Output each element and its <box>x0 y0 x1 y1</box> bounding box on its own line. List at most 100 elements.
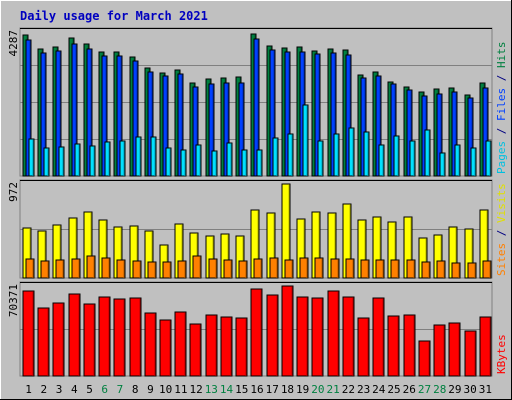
sites-bar-day-24 <box>375 259 385 279</box>
sites-bar-day-23 <box>360 259 370 279</box>
legend-item-separator: / <box>495 230 508 243</box>
legend-item-sites: Sites <box>495 243 508 276</box>
pages-bar-day-2 <box>43 147 50 177</box>
kbytes-bar-day-5 <box>83 303 96 377</box>
pages-bar-day-31 <box>485 140 492 177</box>
kbytes-bar-day-14 <box>220 316 233 377</box>
x-tick-label-day-1: 1 <box>25 383 32 396</box>
x-tick-label-day-28: 28 <box>433 383 446 396</box>
pages-bar-day-15 <box>241 149 248 177</box>
panel-middle-legend: Sites / Visits <box>495 183 508 276</box>
legend-item-visits: Visits <box>495 183 508 229</box>
pages-bar-day-14 <box>226 142 233 177</box>
pages-bar-day-9 <box>150 136 157 177</box>
x-tick-label-day-25: 25 <box>387 383 400 396</box>
pages-bar-day-24 <box>378 144 385 177</box>
x-tick-label-day-16: 16 <box>250 383 263 396</box>
x-tick-label-day-4: 4 <box>71 383 78 396</box>
kbytes-bar-day-26 <box>403 314 416 377</box>
pages-bar-day-30 <box>470 147 477 177</box>
x-tick-label-day-21: 21 <box>327 383 340 396</box>
panel-top-legend: Pages / Files / Hits <box>495 42 508 175</box>
panel-top: 4287 Pages / Files / Hits <box>7 27 508 177</box>
pages-bar-day-16 <box>256 149 263 177</box>
kbytes-bar-day-19 <box>296 296 309 377</box>
pages-bar-day-20 <box>317 140 324 177</box>
x-tick-label-day-12: 12 <box>189 383 202 396</box>
kbytes-bar-day-7 <box>113 298 126 377</box>
pages-bar-day-21 <box>333 133 340 177</box>
pages-bar-day-28 <box>439 152 446 177</box>
chart-panels: 4287 Pages / Files / Hits 972 Sites / Visit… <box>7 27 508 377</box>
sites-bar-day-8 <box>132 260 142 279</box>
x-tick-label-day-27: 27 <box>418 383 431 396</box>
x-tick-label-day-8: 8 <box>132 383 139 396</box>
sites-bar-day-25 <box>390 259 400 279</box>
sites-bar-day-18 <box>284 259 294 279</box>
panel-middle-legend-text: Sites / Visits <box>495 183 508 276</box>
x-tick-label-day-18: 18 <box>281 383 294 396</box>
sites-bar-day-5 <box>86 255 96 279</box>
x-tick-label-day-5: 5 <box>86 383 93 396</box>
kbytes-bar-day-1 <box>22 290 35 377</box>
kbytes-bar-day-10 <box>159 319 172 377</box>
legend-item-hits: Hits <box>495 42 508 75</box>
sites-bar-day-22 <box>345 258 355 279</box>
sites-bar-day-10 <box>162 261 172 279</box>
x-tick-label-day-30: 30 <box>464 383 477 396</box>
kbytes-bar-day-3 <box>52 302 65 377</box>
kbytes-bar-day-21 <box>327 290 340 377</box>
sites-bar-day-31 <box>482 260 492 279</box>
kbytes-bar-day-25 <box>387 315 400 377</box>
pages-bar-day-10 <box>165 147 172 177</box>
sites-bar-day-21 <box>330 258 340 279</box>
kbytes-bar-day-28 <box>433 324 446 377</box>
kbytes-bar-day-18 <box>281 285 294 377</box>
sites-bar-day-14 <box>223 259 233 279</box>
panel-bottom-ymax-label: 70371 <box>7 284 20 317</box>
sites-bar-day-17 <box>269 257 279 279</box>
legend-item-separator: / <box>495 75 508 88</box>
kbytes-bar-day-17 <box>266 294 279 377</box>
kbytes-bar-day-22 <box>342 296 355 377</box>
pages-bar-day-7 <box>119 140 126 177</box>
x-tick-label-day-19: 19 <box>296 383 309 396</box>
pages-bar-day-22 <box>348 127 355 177</box>
sites-bar-day-26 <box>406 259 416 279</box>
pages-bar-day-4 <box>74 143 81 177</box>
pages-bar-day-29 <box>454 144 461 177</box>
kbytes-bar-day-15 <box>235 317 248 377</box>
kbytes-bar-day-30 <box>464 330 477 377</box>
kbytes-bar-day-29 <box>448 322 461 377</box>
kbytes-bar-day-12 <box>189 323 202 377</box>
kbytes-bar-day-9 <box>144 312 157 377</box>
x-tick-label-day-7: 7 <box>117 383 124 396</box>
pages-bar-day-27 <box>424 129 431 177</box>
sites-bar-day-29 <box>451 262 461 279</box>
pages-bar-day-26 <box>409 140 416 177</box>
sites-bar-day-16 <box>253 258 263 279</box>
sites-bar-day-2 <box>40 260 50 279</box>
kbytes-bar-day-13 <box>205 314 218 377</box>
pages-bar-day-3 <box>58 146 65 177</box>
kbytes-bar-day-8 <box>129 297 142 377</box>
kbytes-bar-day-24 <box>372 297 385 377</box>
pages-bar-day-25 <box>393 135 400 177</box>
kbytes-bar-day-31 <box>479 316 492 377</box>
pages-bar-day-1 <box>28 138 35 177</box>
pages-bar-day-17 <box>272 137 279 177</box>
x-tick-label-day-26: 26 <box>403 383 416 396</box>
kbytes-bar-day-20 <box>311 297 324 377</box>
sites-bar-day-30 <box>467 262 477 279</box>
panel-middle: 972 Sites / Visits <box>7 179 508 279</box>
sites-bar-day-12 <box>192 255 202 279</box>
x-tick-label-day-6: 6 <box>101 383 108 396</box>
panel-bottom-legend: KBytes <box>495 334 508 374</box>
pages-bar-day-23 <box>363 131 370 177</box>
x-tick-label-day-14: 14 <box>220 383 234 396</box>
panel-middle-ymax-label: 972 <box>7 182 20 202</box>
pages-bar-day-18 <box>287 133 294 177</box>
pages-bar-day-12 <box>195 144 202 177</box>
panel-bottom-legend-text: KBytes <box>495 334 508 374</box>
